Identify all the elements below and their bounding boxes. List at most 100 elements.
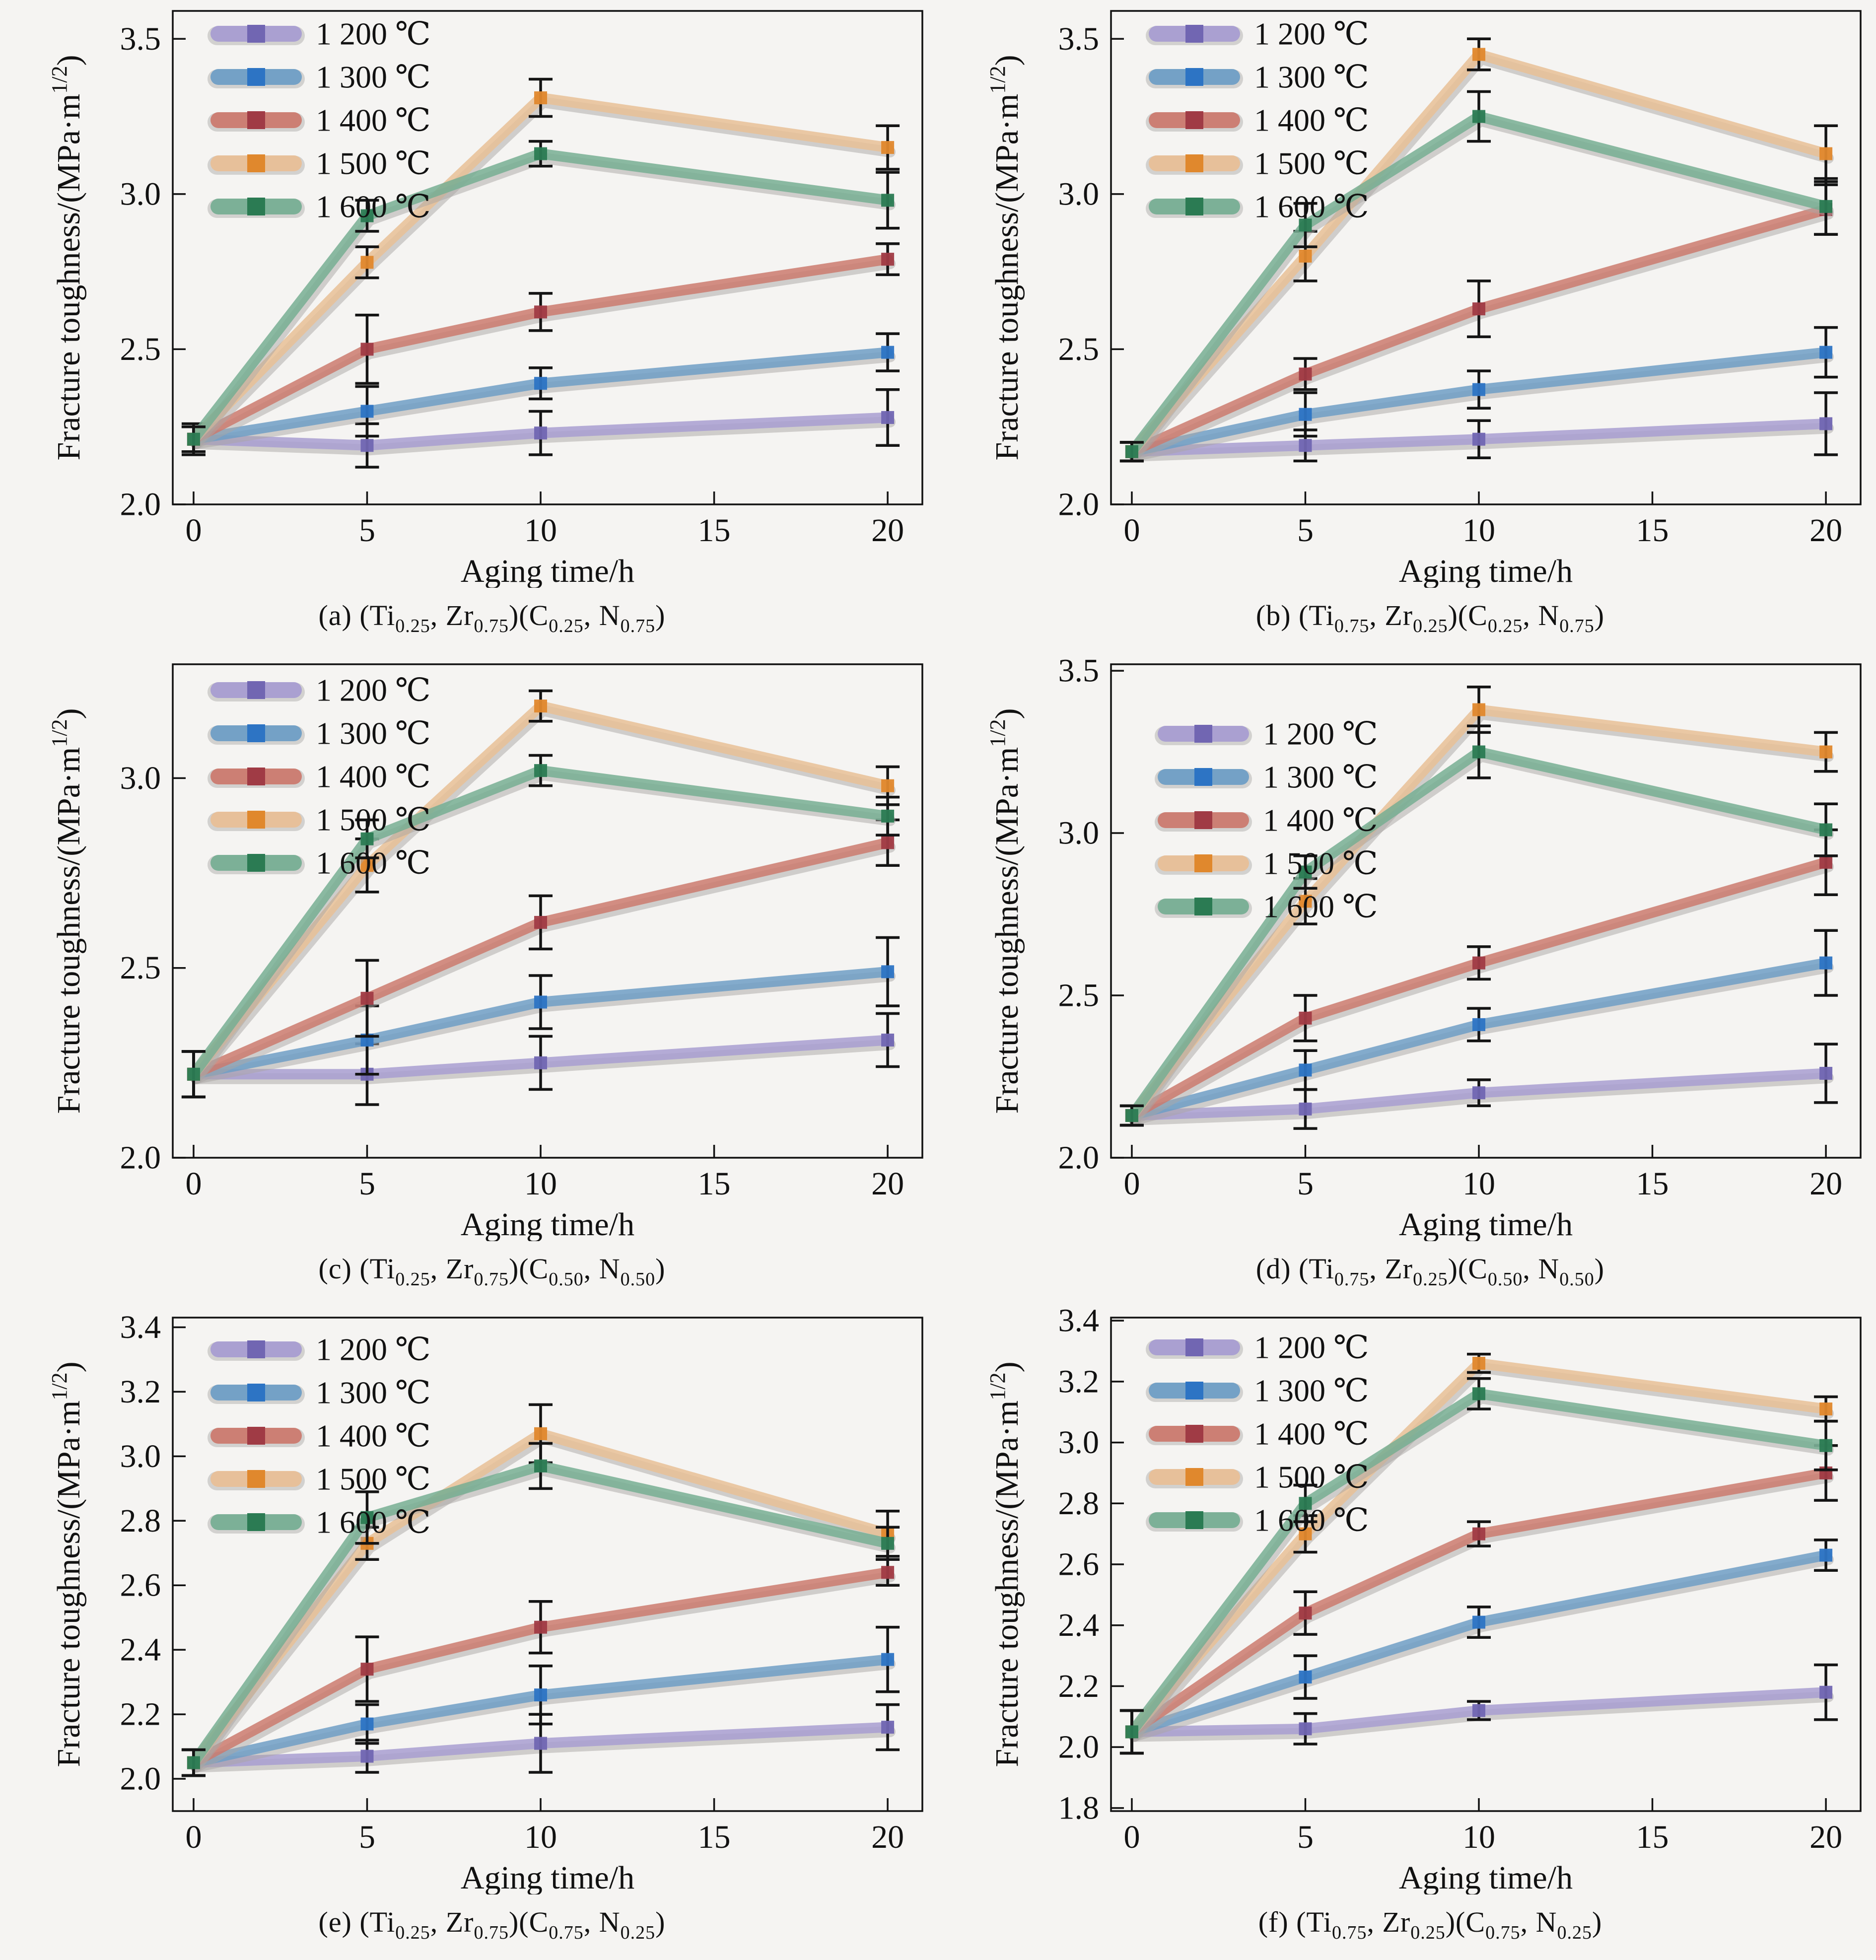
data-marker — [1299, 408, 1312, 421]
chart-a: 2.0 2.5 3.0 3.5 0 5 10 15 20 Aging time/h Fracture… — [48, 10, 923, 588]
y-tick-label: 2.0 — [120, 487, 161, 523]
data-marker — [1299, 1607, 1312, 1620]
caption-text: ) — [655, 1906, 666, 1938]
series-line — [188, 1461, 893, 1768]
caption-subscript: 0.25 — [1413, 1269, 1448, 1290]
caption-text: ) — [655, 599, 666, 631]
legend-marker — [247, 854, 265, 872]
legend-label: 1 600 ℃ — [1254, 189, 1369, 224]
data-marker — [881, 1033, 895, 1047]
data-marker — [360, 1511, 374, 1524]
legend-marker — [247, 25, 265, 43]
panel-e: 2.0 2.2 2.4 2.6 2.8 3.0 3.2 3.4 0 5 10 15 20 Aging ti… — [0, 1307, 938, 1960]
data-marker — [1819, 745, 1833, 759]
x-tick-label: 0 — [185, 1819, 202, 1855]
data-marker — [1299, 865, 1312, 879]
legend-marker — [1185, 1425, 1203, 1443]
legend-marker — [247, 111, 265, 129]
x-tick-label: 5 — [1297, 1819, 1314, 1855]
series-line — [188, 148, 893, 445]
caption-text: , Zr — [1367, 1906, 1411, 1938]
data-marker — [360, 991, 374, 1005]
x-tick-label: 20 — [1809, 1166, 1842, 1202]
panel-d: 2.0 2.5 3.0 3.5 0 5 10 15 20 Aging time/h Fracture… — [938, 653, 1876, 1307]
axis-frame — [172, 1317, 923, 1812]
caption-text: ) — [1594, 1253, 1605, 1285]
data-marker — [360, 256, 374, 269]
x-tick-label: 5 — [359, 1819, 375, 1855]
y-axis-label: Fracture toughness/(MPa·m1/2) — [48, 55, 87, 461]
caption-subscript: 0.75 — [474, 1922, 509, 1943]
x-axis-label: Aging time/h — [461, 553, 634, 588]
series-line — [1126, 347, 1831, 457]
data-marker — [187, 1067, 200, 1081]
data-marker — [1299, 1527, 1312, 1540]
chart-b: 2.0 2.5 3.0 3.5 0 5 10 15 20 Aging time/h Fracture… — [986, 10, 1862, 588]
x-tick-label: 20 — [871, 1819, 904, 1855]
data-marker — [360, 1717, 374, 1731]
x-tick-label: 5 — [1297, 1166, 1314, 1202]
legend-marker — [1185, 1468, 1203, 1486]
data-marker — [1819, 1402, 1833, 1416]
data-marker — [1819, 1548, 1833, 1562]
caption-text: (e) (Ti — [318, 1906, 396, 1938]
series-line — [1126, 1468, 1831, 1737]
data-marker — [534, 1056, 548, 1069]
caption-text: , Zr — [430, 1253, 474, 1285]
series-line — [188, 347, 893, 445]
legend-label: 1 500 ℃ — [1263, 846, 1378, 881]
data-marker — [1472, 1527, 1486, 1540]
legend-marker — [247, 198, 265, 215]
caption-text: )(C — [1445, 1906, 1486, 1938]
panel-b-caption: (b) (Ti0.75, Zr0.25)(C0.25, N0.75) — [986, 599, 1875, 637]
y-axis-label: Fracture toughness/(MPa·m1/2) — [48, 1362, 87, 1767]
data-marker — [1472, 110, 1486, 123]
y-axis-label: Fracture toughness/(MPa·m1/2) — [986, 55, 1025, 461]
data-marker — [1299, 249, 1312, 263]
caption-text: , N — [1523, 599, 1560, 631]
y-tick-label: 3.2 — [120, 1374, 161, 1410]
data-marker — [881, 141, 895, 154]
y-tick-label: 2.5 — [120, 950, 161, 986]
caption-subscript: 0.75 — [549, 1922, 584, 1943]
data-marker — [360, 209, 374, 222]
x-tick-label: 15 — [1636, 512, 1669, 549]
data-marker — [881, 253, 895, 266]
axis-frame — [1110, 663, 1862, 1159]
caption-subscript: 0.25 — [395, 1922, 430, 1943]
data-marker — [1299, 1722, 1312, 1736]
legend-marker — [1194, 768, 1212, 786]
series-line — [1126, 204, 1831, 457]
chart-f: 1.8 2.0 2.2 2.4 2.6 2.8 3.0 3.2 3.4 0 5 10 15 20 Aging… — [986, 1309, 1862, 1894]
caption-text: , N — [1523, 1253, 1560, 1285]
caption-text: (b) (Ti — [1255, 599, 1334, 631]
data-marker — [881, 1653, 895, 1666]
y-tick-label: 2.0 — [1058, 1140, 1100, 1176]
legend-label: 1 200 ℃ — [1263, 716, 1378, 752]
data-marker — [881, 194, 895, 207]
data-marker — [881, 779, 895, 792]
legend-label: 1 200 ℃ — [316, 673, 431, 708]
legend-label: 1 400 ℃ — [1263, 803, 1378, 838]
data-marker — [534, 915, 548, 929]
caption-subscript: 0.25 — [1487, 616, 1523, 636]
y-tick-label: 2.6 — [1058, 1546, 1100, 1583]
caption-subscript: 0.25 — [1557, 1922, 1592, 1943]
legend-label: 1 600 ℃ — [1254, 1503, 1369, 1538]
data-marker — [1819, 956, 1833, 970]
data-marker — [534, 91, 548, 105]
x-tick-label: 15 — [1636, 1166, 1669, 1202]
series-line — [1126, 1550, 1831, 1737]
caption-text: )(C — [508, 1906, 549, 1938]
x-tick-label: 0 — [185, 512, 202, 549]
x-tick-label: 15 — [698, 1166, 731, 1202]
caption-subscript: 0.75 — [1331, 1922, 1367, 1943]
y-tick-label: 3.5 — [1058, 21, 1100, 57]
caption-subscript: 0.75 — [474, 616, 509, 636]
y-tick-label: 2.0 — [120, 1140, 161, 1176]
data-marker — [534, 764, 548, 777]
y-tick-label: 2.4 — [120, 1632, 161, 1668]
data-marker — [1125, 445, 1138, 458]
series-line — [1126, 418, 1831, 457]
